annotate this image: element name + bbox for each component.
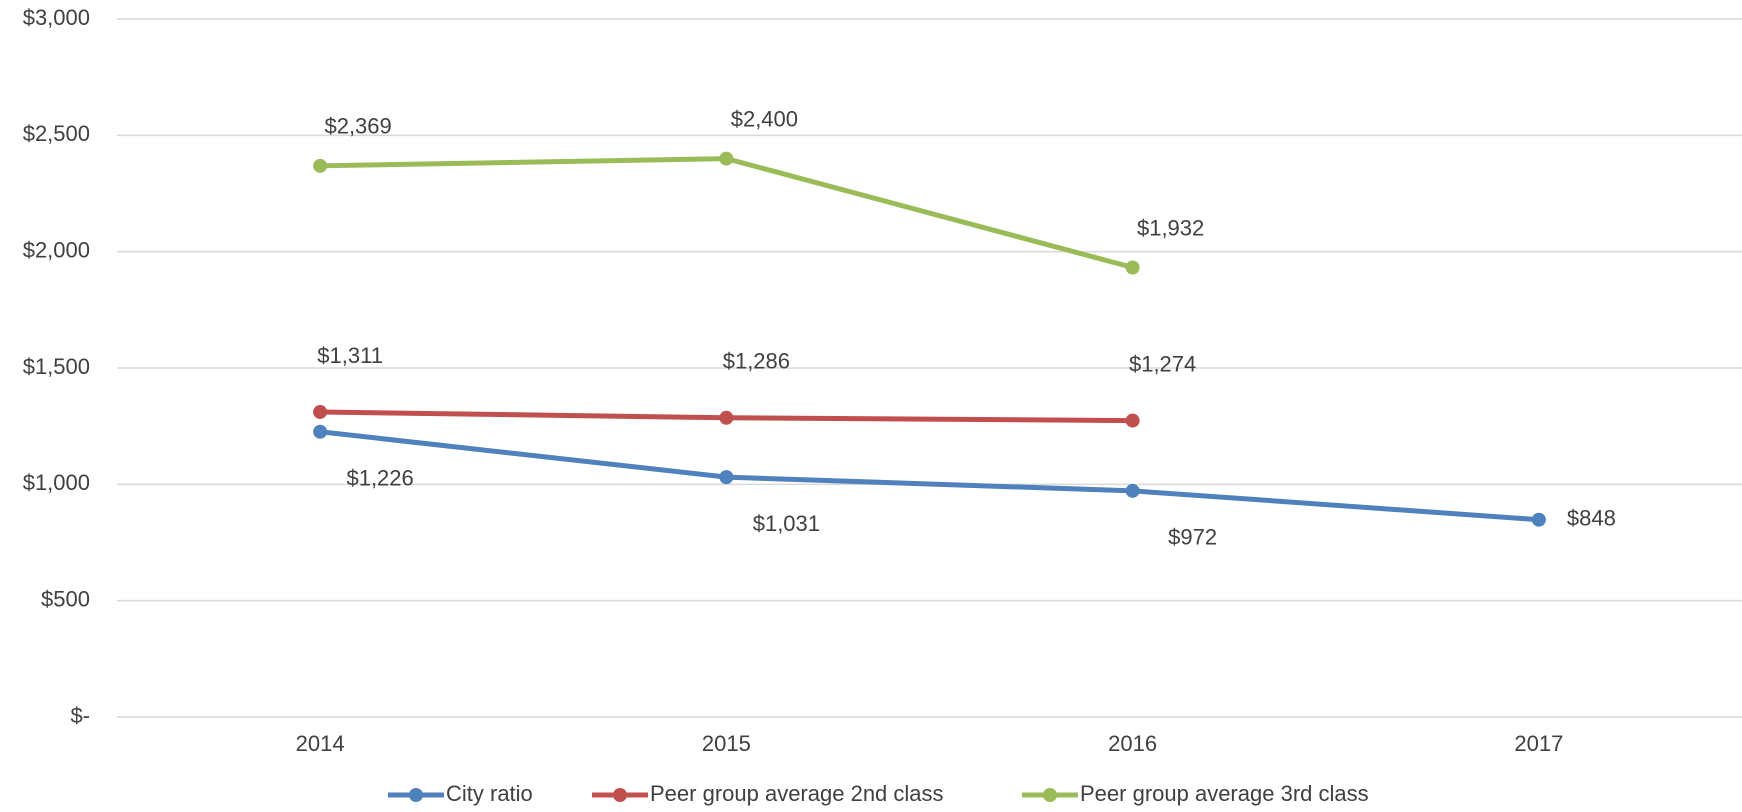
legend-marker [409, 788, 423, 802]
data-label: $1,226 [346, 466, 413, 491]
data-label: $2,400 [731, 106, 798, 131]
y-tick-label: $- [70, 703, 90, 728]
x-tick-label: 2015 [702, 731, 751, 756]
legend-label: Peer group average 3rd class [1080, 781, 1369, 806]
data-label: $848 [1567, 506, 1616, 531]
series-line [319, 429, 1540, 523]
data-point [313, 424, 328, 439]
data-label: $1,311 [317, 343, 383, 368]
y-tick-label: $1,500 [23, 354, 90, 379]
legend-marker [1043, 788, 1057, 802]
data-label: $972 [1168, 525, 1217, 550]
data-point [313, 158, 328, 173]
data-point [719, 151, 734, 166]
y-tick-label: $500 [41, 586, 90, 611]
x-tick-label: 2017 [1514, 731, 1563, 756]
x-tick-label: 2016 [1108, 731, 1157, 756]
data-label: $1,031 [753, 511, 820, 536]
y-tick-label: $1,000 [23, 470, 90, 495]
legend-marker [613, 788, 627, 802]
data-point [1125, 260, 1140, 275]
data-point [313, 404, 328, 419]
legend-label: Peer group average 2nd class [650, 781, 944, 806]
y-tick-label: $2,500 [23, 121, 90, 146]
x-tick-label: 2014 [296, 731, 345, 756]
data-label: $1,274 [1129, 351, 1196, 376]
data-point [719, 410, 734, 425]
data-point [1125, 483, 1140, 498]
y-tick-label: $3,000 [23, 5, 90, 30]
data-label: $1,286 [723, 349, 790, 374]
data-point [1125, 413, 1140, 428]
y-tick-label: $2,000 [23, 237, 90, 262]
data-point [1531, 512, 1546, 527]
data-point [719, 470, 734, 485]
legend-label: City ratio [446, 781, 533, 806]
data-label: $1,932 [1137, 215, 1204, 240]
data-label: $2,369 [324, 114, 391, 139]
